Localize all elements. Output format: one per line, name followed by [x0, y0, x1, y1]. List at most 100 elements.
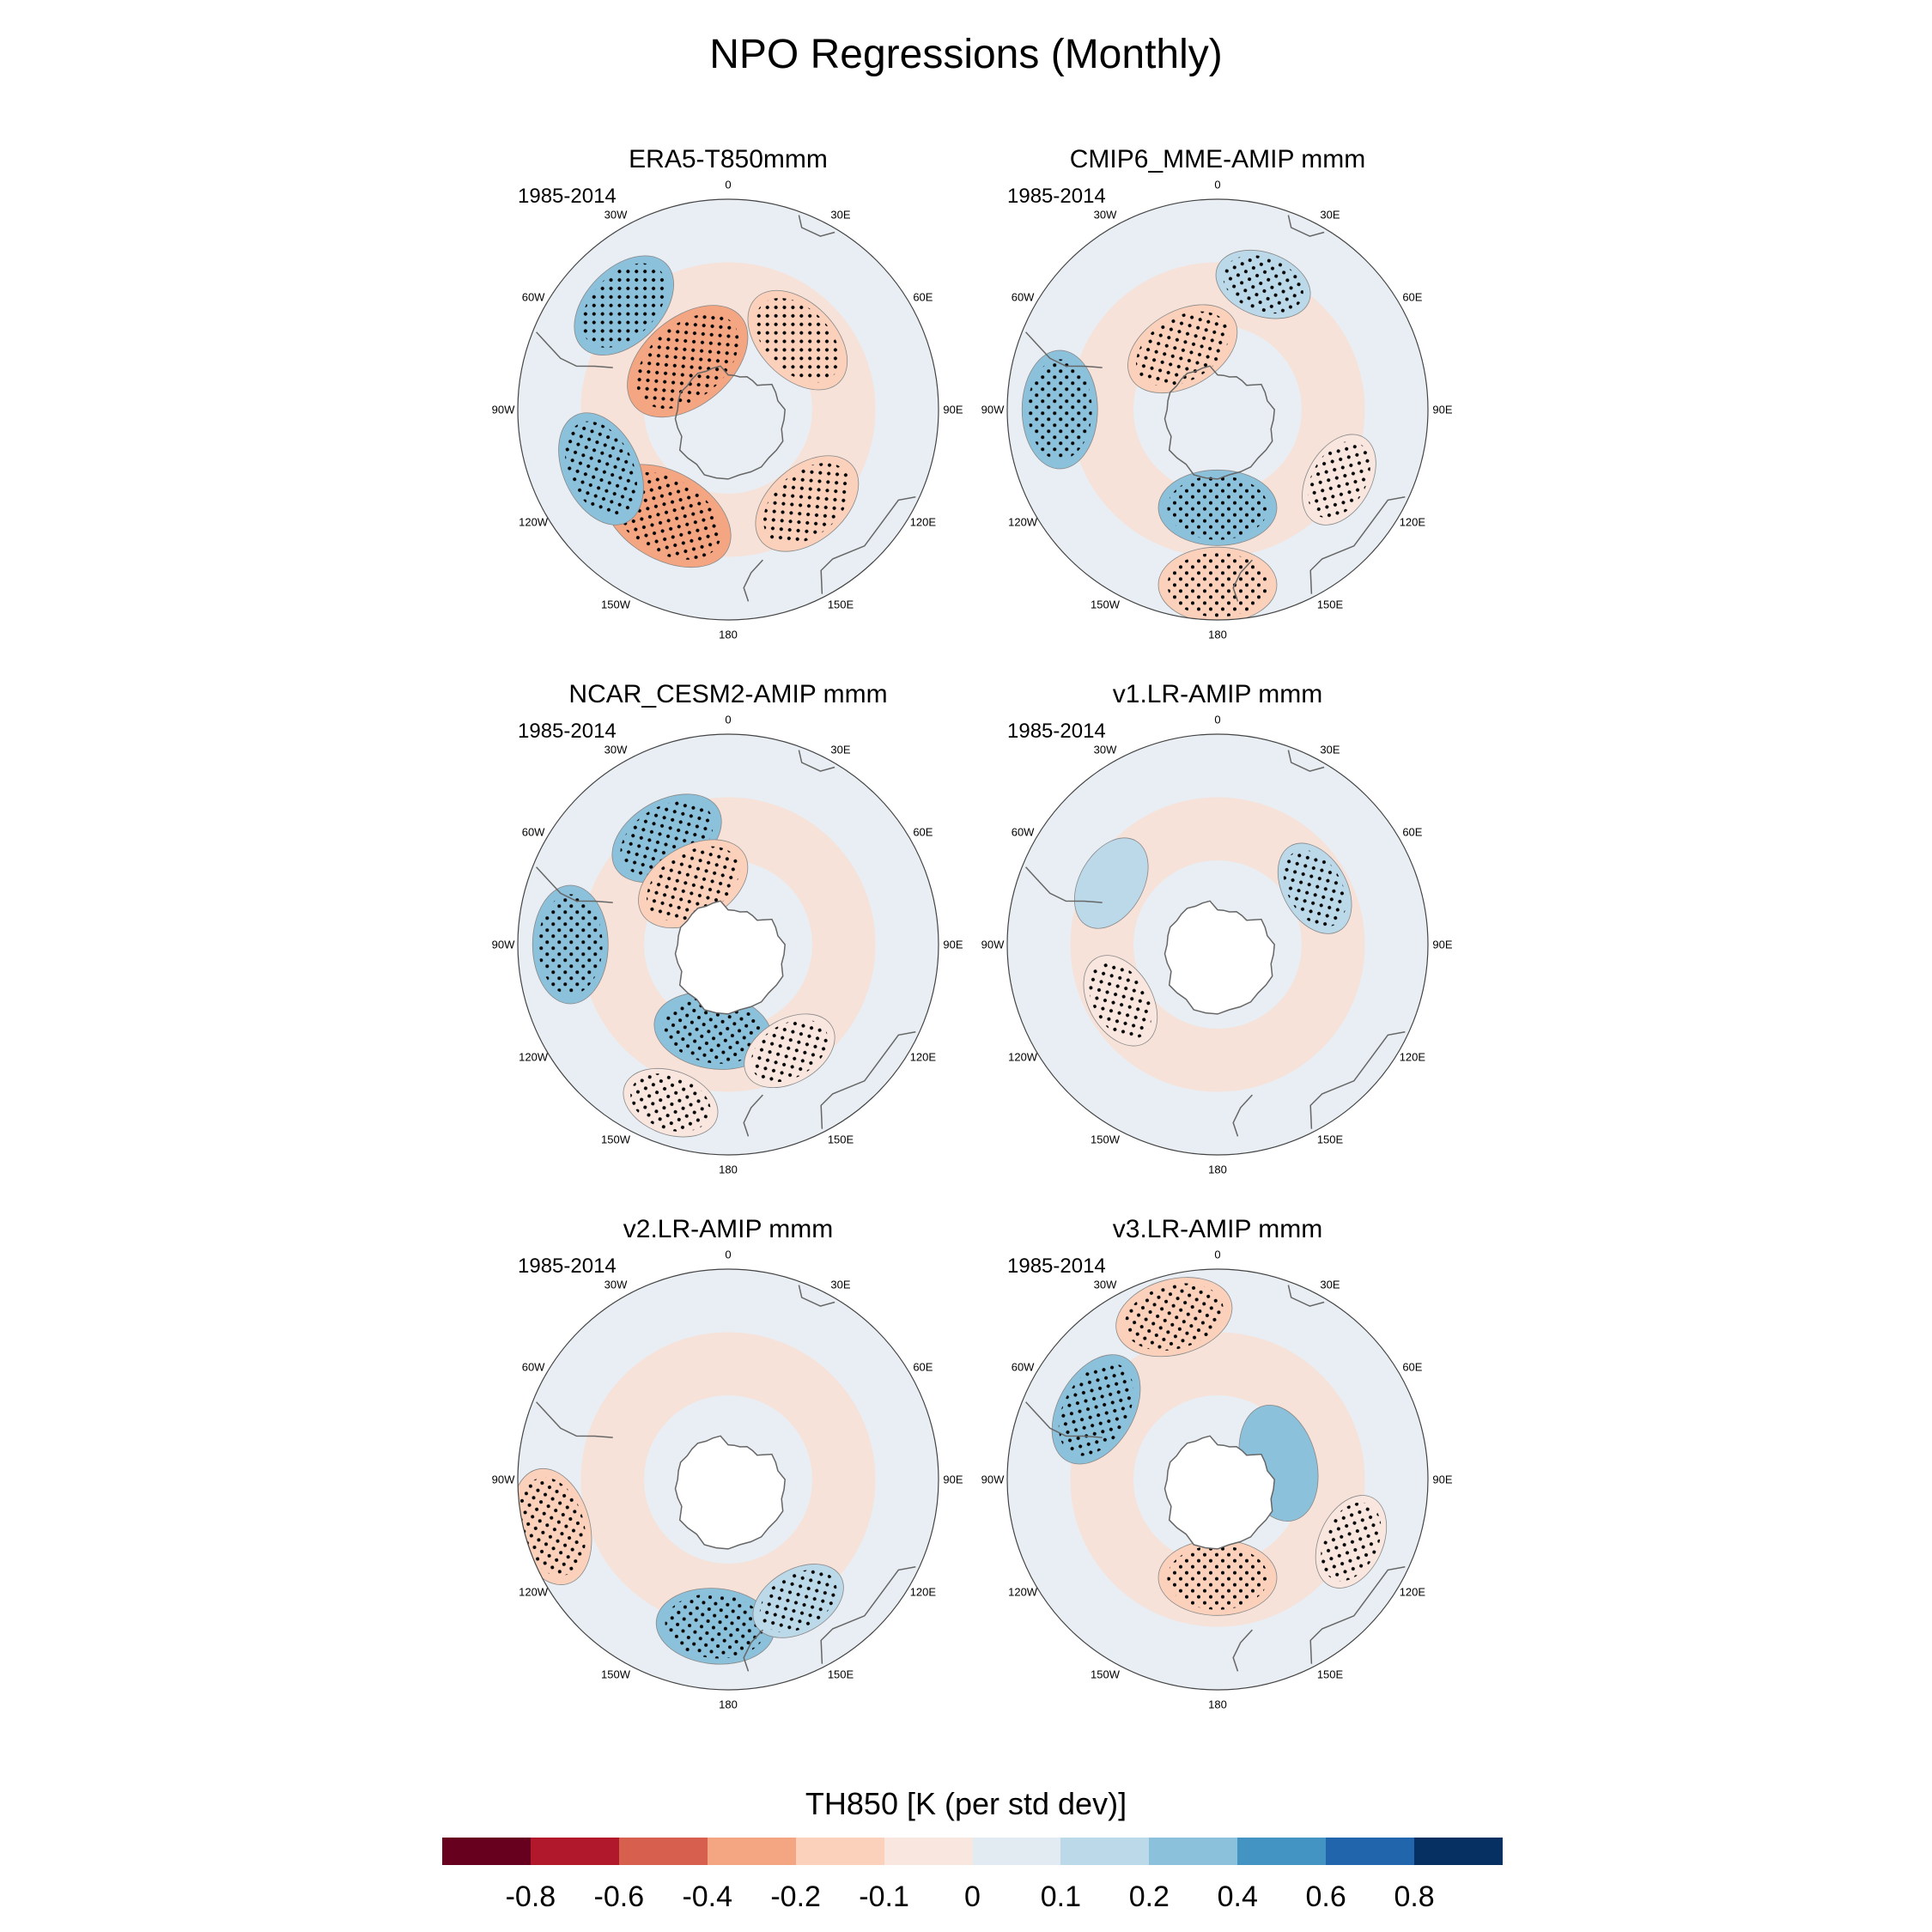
longitude-label: 180 [1208, 628, 1227, 641]
south-america-coastline [536, 1401, 613, 1438]
period-label: 1985-2014 [518, 720, 617, 743]
new-zealand-coastline [743, 1094, 763, 1137]
significance-stipple [538, 894, 603, 995]
colorbar-tick-label: 0.4 [1217, 1880, 1258, 1913]
colorbar-swatch [1414, 1838, 1504, 1865]
period-label: 1985-2014 [518, 185, 617, 208]
longitude-label: 0 [1214, 713, 1221, 726]
longitude-label: 30E [830, 743, 851, 756]
colorbar-swatch [1326, 1838, 1415, 1865]
colorbar-tick-label: -0.6 [593, 1880, 645, 1913]
colorbar-swatch [1149, 1838, 1238, 1865]
significance-stipple [755, 297, 841, 383]
colorbar-title: TH850 [K (per std dev)] [805, 1786, 1127, 1821]
longitude-label: 120E [1399, 1585, 1426, 1599]
colorbar-tick-label: -0.8 [505, 1880, 556, 1913]
longitude-label: 90E [943, 938, 963, 951]
significance-stipple [1307, 440, 1370, 519]
new-zealand-coastline [1232, 1629, 1253, 1672]
longitude-label: 30E [830, 1278, 851, 1291]
colorbar-swatch [884, 1838, 973, 1865]
antarctica-coastline [1163, 1435, 1275, 1550]
longitude-label: 30W [604, 1278, 628, 1291]
longitude-label: 180 [1208, 1163, 1227, 1176]
panel-title: ERA5-T850mmm [629, 145, 828, 173]
significance-stipple [1223, 255, 1303, 314]
south-america-coastline [536, 331, 613, 368]
map-border [517, 733, 939, 1156]
longitude-label: 120W [1008, 1585, 1038, 1599]
longitude-label: 180 [719, 1163, 738, 1176]
antarctica-coastline [1163, 365, 1275, 480]
antarctica-coastline [674, 1435, 786, 1550]
significance-stipple [762, 463, 851, 544]
map-border [1006, 1268, 1429, 1691]
significance-stipple [1283, 849, 1346, 927]
australia-coastline [1309, 496, 1406, 594]
longitude-label: 180 [719, 1698, 738, 1711]
significance-stipple [663, 998, 763, 1064]
panel-title: v3.LR-AMIP mmm [1112, 1215, 1323, 1243]
longitude-label: 30W [604, 208, 628, 222]
australia-coastline [1309, 1566, 1406, 1664]
antarctica-coastline [674, 365, 786, 480]
longitude-label: 150W [1091, 598, 1120, 611]
longitude-label: 120E [909, 1050, 937, 1064]
longitude-label: 30W [1093, 1278, 1117, 1291]
africa-coastline [1287, 750, 1325, 772]
longitude-label: 60W [521, 1360, 545, 1374]
map-border [517, 198, 939, 621]
polar-map [1006, 198, 1429, 621]
colorbar-swatch [618, 1838, 708, 1865]
longitude-label: 60E [1402, 825, 1423, 839]
significance-stipple [564, 421, 637, 517]
longitude-label: 120W [1008, 515, 1038, 529]
longitude-label: 120E [909, 1585, 937, 1599]
panel-title: NCAR_CESM2-AMIP mmm [568, 680, 888, 708]
longitude-label: 0 [725, 713, 732, 726]
significance-stipple [1124, 1283, 1224, 1351]
longitude-label: 120W [519, 515, 549, 529]
longitude-label: 150E [827, 598, 854, 611]
significance-stipple [1167, 1545, 1268, 1610]
longitude-label: 90E [1432, 1473, 1453, 1486]
australia-coastline [820, 1031, 916, 1129]
longitude-label: 180 [1208, 1698, 1227, 1711]
australia-coastline [1309, 1031, 1406, 1129]
south-america-coastline [1025, 331, 1103, 368]
colorbar-swatch [795, 1838, 885, 1865]
polar-map [517, 733, 939, 1156]
longitude-label: 0 [1214, 1248, 1221, 1261]
longitude-label: 60W [1011, 825, 1035, 839]
significance-stipple [1167, 552, 1268, 617]
longitude-label: 60W [521, 825, 545, 839]
longitude-label: 90W [981, 938, 1005, 951]
colorbar-tick-label: 0.1 [1040, 1880, 1082, 1913]
panel-title: v2.LR-AMIP mmm [623, 1215, 834, 1243]
antarctica-coastline [674, 900, 786, 1015]
longitude-label: 60W [1011, 290, 1035, 304]
antarctica-coastline [1163, 900, 1275, 1015]
significance-stipple [630, 1073, 711, 1133]
longitude-label: 150W [601, 598, 630, 611]
longitude-label: 60W [1011, 1360, 1035, 1374]
longitude-label: 120W [519, 1050, 549, 1064]
panel-title: CMIP6_MME-AMIP mmm [1069, 145, 1366, 173]
longitude-label: 0 [725, 1248, 732, 1261]
longitude-label: 30W [1093, 743, 1117, 756]
longitude-label: 90W [491, 1473, 515, 1486]
longitude-label: 60E [913, 1360, 933, 1374]
main-title: NPO Regressions (Monthly) [709, 32, 1223, 77]
longitude-label: 90E [943, 403, 963, 416]
africa-coastline [798, 750, 835, 772]
longitude-label: 120E [1399, 515, 1426, 529]
longitude-label: 60E [913, 825, 933, 839]
longitude-label: 30E [1320, 743, 1340, 756]
colorbar-tick-label: 0 [964, 1880, 981, 1913]
new-zealand-coastline [743, 1629, 763, 1672]
significance-stipple [581, 263, 666, 348]
longitude-label: 90W [491, 938, 515, 951]
map-border [1006, 198, 1429, 621]
colorbar-swatch [707, 1838, 797, 1865]
colorbar-swatch [1237, 1838, 1327, 1865]
